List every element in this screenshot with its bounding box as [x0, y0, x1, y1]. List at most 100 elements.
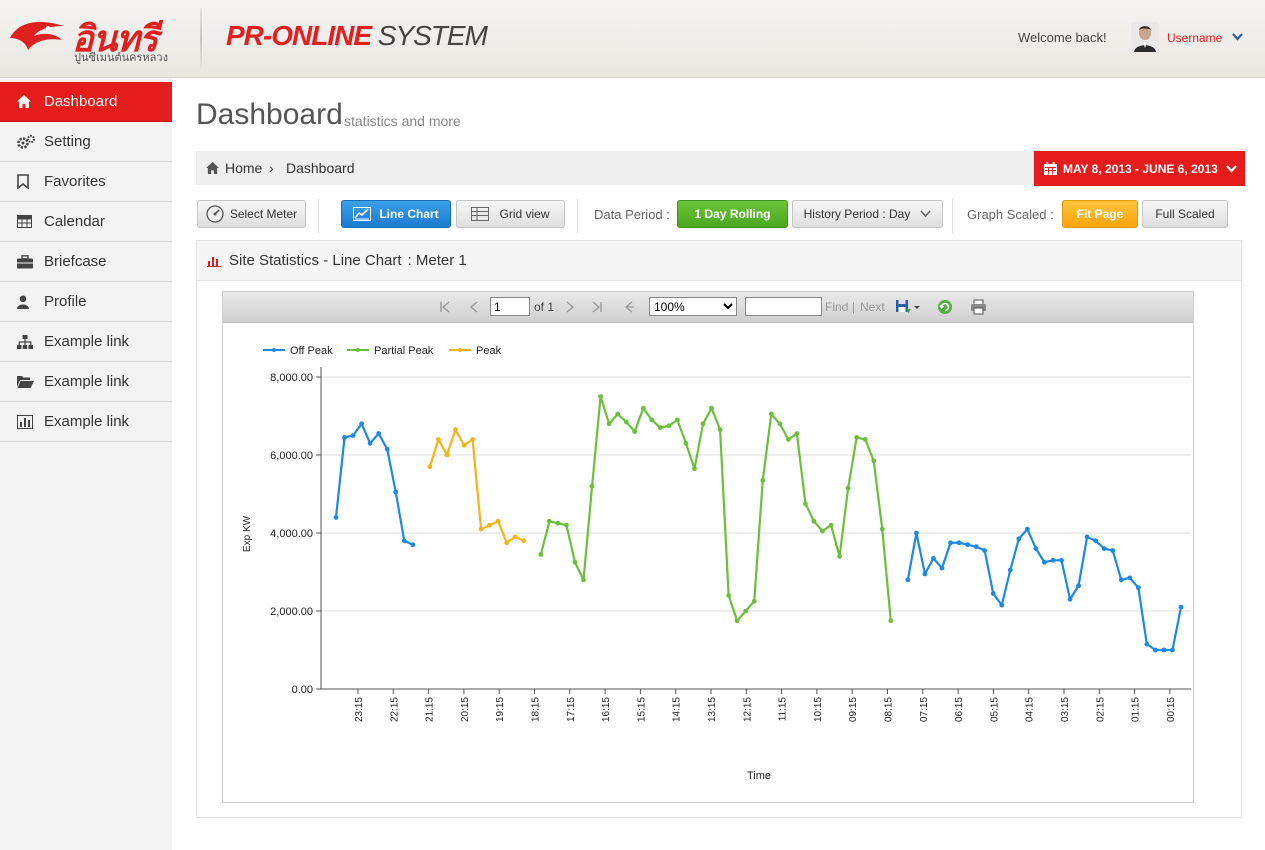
- data-point[interactable]: [1076, 583, 1081, 589]
- data-point[interactable]: [1101, 546, 1107, 551]
- data-point[interactable]: [709, 405, 714, 411]
- data-point[interactable]: [692, 466, 697, 472]
- history-period-dropdown[interactable]: History Period : Day: [792, 200, 943, 228]
- data-point[interactable]: [393, 489, 399, 495]
- data-point[interactable]: [1007, 567, 1013, 573]
- data-point[interactable]: [675, 417, 680, 423]
- data-point[interactable]: [410, 542, 416, 548]
- data-point[interactable]: [623, 419, 629, 425]
- line-chart-button[interactable]: Line Chart: [341, 200, 451, 228]
- data-point[interactable]: [581, 577, 586, 583]
- sidebar-item-profile[interactable]: Profile: [0, 282, 172, 322]
- data-point[interactable]: [931, 555, 936, 561]
- username-link[interactable]: Username: [1167, 31, 1223, 45]
- data-point[interactable]: [905, 577, 911, 583]
- data-point[interactable]: [1050, 557, 1056, 563]
- data-point[interactable]: [564, 522, 569, 528]
- one-day-rolling-button[interactable]: 1 Day Rolling: [677, 200, 788, 228]
- fit-page-button[interactable]: Fit Page: [1062, 200, 1138, 228]
- data-point[interactable]: [700, 421, 706, 427]
- data-point[interactable]: [990, 591, 996, 596]
- data-point[interactable]: [1016, 536, 1022, 542]
- data-point[interactable]: [1024, 526, 1030, 532]
- data-point[interactable]: [657, 425, 663, 431]
- data-point[interactable]: [768, 411, 774, 417]
- data-point[interactable]: [734, 618, 740, 624]
- data-point[interactable]: [973, 544, 979, 550]
- sidebar-item-dashboard[interactable]: Dashboard: [0, 82, 182, 122]
- data-point[interactable]: [333, 515, 339, 520]
- data-point[interactable]: [1084, 534, 1090, 540]
- data-point[interactable]: [401, 538, 407, 544]
- data-point[interactable]: [632, 429, 638, 434]
- data-point[interactable]: [743, 608, 749, 614]
- data-point[interactable]: [717, 427, 723, 433]
- data-point[interactable]: [461, 442, 467, 448]
- avatar[interactable]: [1131, 22, 1159, 52]
- breadcrumb-home[interactable]: Home: [206, 160, 262, 176]
- first-page-icon[interactable]: [439, 297, 451, 317]
- data-point[interactable]: [939, 565, 945, 571]
- data-point[interactable]: [1152, 647, 1158, 653]
- sidebar-item-example-1[interactable]: Example link: [0, 322, 172, 362]
- data-point[interactable]: [1170, 647, 1175, 653]
- data-point[interactable]: [1067, 596, 1073, 602]
- data-point[interactable]: [982, 548, 988, 553]
- data-point[interactable]: [785, 437, 791, 442]
- data-point[interactable]: [760, 477, 766, 483]
- data-point[interactable]: [1135, 585, 1141, 590]
- data-point[interactable]: [427, 464, 433, 470]
- data-point[interactable]: [487, 522, 493, 528]
- zoom-select[interactable]: 100%: [649, 297, 737, 316]
- data-point[interactable]: [504, 540, 510, 546]
- sidebar-item-calendar[interactable]: Calendar: [0, 202, 172, 242]
- data-point[interactable]: [606, 421, 612, 427]
- data-point[interactable]: [888, 618, 894, 624]
- data-point[interactable]: [803, 501, 808, 507]
- data-point[interactable]: [837, 554, 842, 559]
- data-point[interactable]: [1033, 546, 1039, 551]
- data-point[interactable]: [538, 552, 544, 557]
- data-point[interactable]: [948, 540, 953, 546]
- data-point[interactable]: [1110, 548, 1116, 553]
- data-point[interactable]: [999, 602, 1005, 608]
- data-point[interactable]: [1178, 604, 1184, 610]
- data-point[interactable]: [376, 431, 382, 436]
- sidebar-item-briefcase[interactable]: Briefcase: [0, 242, 172, 282]
- data-point[interactable]: [384, 446, 390, 452]
- grid-view-button[interactable]: Grid view: [456, 200, 565, 228]
- back-icon[interactable]: [623, 297, 635, 317]
- data-point[interactable]: [640, 405, 646, 411]
- data-point[interactable]: [546, 518, 552, 524]
- data-point[interactable]: [478, 526, 484, 532]
- data-point[interactable]: [436, 437, 441, 442]
- data-point[interactable]: [555, 520, 561, 526]
- data-point[interactable]: [1093, 538, 1099, 544]
- data-point[interactable]: [367, 440, 373, 446]
- data-point[interactable]: [751, 598, 757, 604]
- data-point[interactable]: [1144, 641, 1150, 647]
- brand-logo[interactable]: อินทรี ปูนซีเมนต์นครหลวง: [8, 10, 178, 64]
- data-point[interactable]: [956, 540, 962, 546]
- data-point[interactable]: [470, 437, 475, 442]
- data-point[interactable]: [914, 530, 919, 536]
- data-point[interactable]: [589, 483, 595, 489]
- data-point[interactable]: [666, 423, 672, 429]
- data-point[interactable]: [871, 458, 877, 464]
- sidebar-item-example-2[interactable]: Example link: [0, 362, 172, 402]
- data-point[interactable]: [845, 485, 851, 491]
- data-point[interactable]: [521, 538, 527, 544]
- data-point[interactable]: [615, 411, 621, 417]
- data-point[interactable]: [862, 437, 868, 442]
- select-meter-button[interactable]: Select Meter: [197, 200, 306, 228]
- sidebar-item-example-3[interactable]: Example link: [0, 402, 172, 442]
- data-point[interactable]: [1118, 577, 1124, 583]
- data-point[interactable]: [453, 427, 458, 433]
- sidebar-item-favorites[interactable]: Favorites: [0, 162, 172, 202]
- sidebar-item-setting[interactable]: Setting: [0, 122, 172, 162]
- date-range-picker[interactable]: MAY 8, 2013 - JUNE 6, 2013: [1034, 151, 1245, 186]
- data-point[interactable]: [350, 433, 356, 438]
- data-point[interactable]: [495, 518, 501, 524]
- data-point[interactable]: [1059, 557, 1064, 563]
- print-icon[interactable]: [970, 297, 987, 317]
